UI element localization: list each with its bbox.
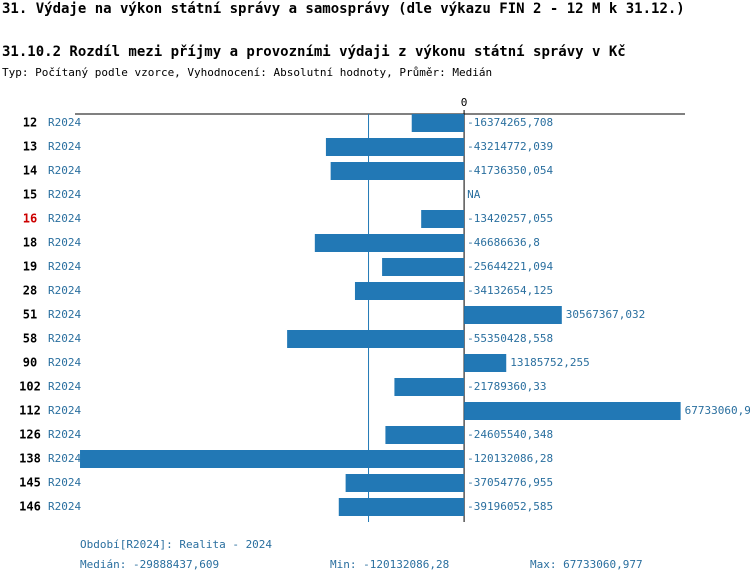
period-label: R2024 [48,308,81,321]
value-label: -120132086,28 [467,452,553,465]
category-label: 16 [23,212,37,226]
bar [80,450,465,468]
bar [464,306,562,324]
value-label: -43214772,039 [467,140,553,153]
category-label: 19 [23,260,37,274]
period-label: R2024 [48,164,81,177]
category-label: 18 [23,236,37,250]
value-label: -46686636,8 [467,236,540,249]
category-label: 102 [19,380,41,394]
value-label: -13420257,055 [467,212,553,225]
period-label: R2024 [48,452,81,465]
period-label: R2024 [48,356,81,369]
value-label: -16374265,708 [467,116,553,129]
period-label: R2024 [48,380,81,393]
bar [411,114,465,132]
value-label: -21789360,33 [467,380,546,393]
category-label: 12 [23,116,37,130]
bar [314,234,465,252]
period-label: R2024 [48,404,81,417]
value-label: -24605540,348 [467,428,553,441]
bar [287,330,465,348]
period-label: R2024 [48,428,81,441]
period-label: R2024 [48,212,81,225]
period-label: R2024 [48,260,81,273]
category-label: 112 [19,404,41,418]
category-label: 138 [19,452,41,466]
bar [385,426,465,444]
x-tick-label: 0 [461,96,468,109]
value-label: -41736350,054 [467,164,553,177]
bar [464,402,681,420]
bar [464,354,507,372]
period-label: R2024 [48,500,81,513]
category-label: 51 [23,308,37,322]
period-label: R2024 [48,236,81,249]
category-label: 90 [23,356,37,370]
category-label: 14 [23,164,37,178]
subtitle: Typ: Počítaný podle vzorce, Vyhodnocení:… [2,66,492,79]
bar [421,210,465,228]
category-label: 13 [23,140,37,154]
period-label: R2024 [48,140,81,153]
category-label: 145 [19,476,41,490]
bar [354,282,465,300]
period-label: R2024 [48,476,81,489]
value-label: -55350428,558 [467,332,553,345]
period-label: R2024 [48,284,81,297]
footer-period: Období[R2024]: Realita - 2024 [80,538,272,551]
category-label: 15 [23,188,37,202]
period-label: R2024 [48,332,81,345]
value-label: NA [467,188,481,201]
value-label: -25644221,094 [467,260,553,273]
value-label: 67733060,97 [685,404,750,417]
category-label: 28 [23,284,37,298]
footer-median: Medián: -29888437,609 [80,558,219,571]
value-label: -37054776,955 [467,476,553,489]
value-label: 30567367,032 [566,308,645,321]
bar [330,162,465,180]
period-label: R2024 [48,188,81,201]
category-label: 146 [19,500,41,514]
heading: 31. Výdaje na výkon státní správy a samo… [2,1,685,17]
bar [338,498,465,516]
bar [325,138,465,156]
bar [394,378,465,396]
bar [382,258,465,276]
value-label: 13185752,255 [510,356,589,369]
bar [345,474,465,492]
period-label: R2024 [48,116,81,129]
footer-max: Max: 67733060,977 [530,558,643,571]
value-label: -39196052,585 [467,500,553,513]
category-label: 58 [23,332,37,346]
category-label: 126 [19,428,41,442]
value-label: -34132654,125 [467,284,553,297]
chart-title: 31.10.2 Rozdíl mezi příjmy a provozními … [2,44,626,60]
footer-min: Min: -120132086,28 [330,558,449,571]
